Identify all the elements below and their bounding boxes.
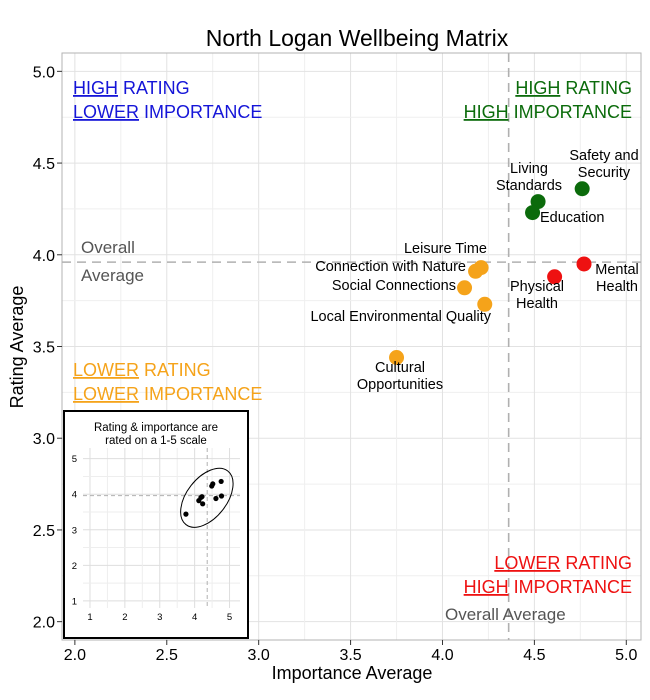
quadrant-text: IMPORTANCE: [139, 384, 262, 404]
y-tick-label: 3.5: [33, 340, 55, 357]
inset-x-tick-label: 2: [122, 612, 127, 623]
data-point-label: Health: [596, 279, 638, 295]
data-point-label: Opportunities: [357, 377, 443, 393]
inset-point: [196, 498, 202, 504]
inset-point: [209, 483, 215, 489]
quadrant-label-bl-line2: LOWER IMPORTANCE: [73, 384, 262, 404]
quadrant-keyword: HIGH: [464, 102, 509, 122]
x-axis-label: Importance Average: [272, 663, 433, 683]
inset-frame: [63, 410, 249, 639]
inset-x-tick-label: 5: [227, 612, 232, 623]
quadrant-keyword: LOWER: [73, 360, 139, 380]
quadrant-label-tr-line2: HIGH IMPORTANCE: [464, 102, 632, 122]
inset-y-tick-label: 4: [72, 490, 77, 501]
inset-y-tick-label: 3: [72, 525, 77, 536]
quadrant-text: RATING: [560, 78, 632, 98]
data-point: [574, 181, 590, 197]
quadrant-keyword: HIGH: [73, 78, 118, 98]
inset-point: [218, 478, 224, 485]
data-point-label: Local Environmental Quality: [310, 309, 491, 325]
data-point: [547, 269, 563, 285]
inset-point: [183, 511, 189, 517]
inset-x-tick-label: 1: [87, 612, 92, 623]
quadrant-keyword: LOWER: [73, 102, 139, 122]
data-point-label: Connection with Nature: [315, 259, 466, 275]
data-point: [457, 280, 473, 296]
inset-point: [200, 501, 206, 507]
x-tick-label: 5.0: [615, 647, 637, 664]
data-point-label: Cultural: [375, 360, 425, 376]
quadrant-text: IMPORTANCE: [139, 102, 262, 122]
data-point: [477, 296, 493, 312]
quadrant-label-tr-line1: HIGH RATING: [515, 78, 632, 98]
data-point-label: Standards: [496, 178, 562, 194]
data-point-label: Safety and: [569, 148, 638, 164]
data-point-label: Leisure Time: [404, 241, 487, 257]
inset-point: [218, 493, 225, 499]
y-tick-label: 2.0: [33, 615, 55, 632]
quadrant-label-tl-line1: HIGH RATING: [73, 78, 190, 98]
y-tick-label: 4.5: [33, 156, 55, 173]
inset-y-tick-label: 1: [72, 596, 77, 607]
quadrant-keyword: LOWER: [73, 384, 139, 404]
data-point-label: Social Connections: [332, 278, 456, 294]
quadrant-label-br-line1: LOWER RATING: [494, 553, 632, 573]
quadrant-label-tl-line2: LOWER IMPORTANCE: [73, 102, 262, 122]
quadrant-text: IMPORTANCE: [509, 577, 632, 597]
data-point-label: Security: [578, 165, 631, 181]
overall-rating-label-line2: Average: [81, 266, 144, 285]
x-tick-label: 4.5: [523, 647, 545, 664]
y-tick-label: 4.0: [33, 248, 55, 265]
data-point-label: Living: [510, 161, 548, 177]
inset-y-tick-label: 5: [72, 454, 77, 465]
data-point: [576, 256, 592, 272]
y-tick-label: 3.0: [33, 431, 55, 448]
reference-lines: Overall Average Overall Average: [62, 53, 641, 640]
chart-title: North Logan Wellbeing Matrix: [206, 25, 509, 51]
data-point-label: Education: [540, 210, 605, 226]
quadrant-text: RATING: [139, 360, 211, 380]
quadrant-text: IMPORTANCE: [509, 102, 632, 122]
quadrant-text: RATING: [560, 553, 632, 573]
data-point-label: Mental: [595, 262, 639, 278]
overall-importance-label: Overall Average: [445, 605, 566, 624]
y-tick-label: 5.0: [33, 64, 55, 81]
inset-x-tick-label: 3: [157, 612, 162, 623]
x-tick-label: 2.5: [156, 647, 178, 664]
inset-x-tick-label: 4: [192, 612, 197, 623]
inset-point: [213, 495, 219, 502]
y-axis-label: Rating Average: [7, 286, 27, 409]
inset-y-tick-label: 2: [72, 561, 77, 572]
quadrant-keyword: LOWER: [494, 553, 560, 573]
inset-caption-line2: rated on a 1-5 scale: [105, 435, 207, 447]
quadrant-keyword: HIGH: [464, 577, 509, 597]
inset-cluster-ellipse: [180, 467, 234, 528]
quadrant-keyword: HIGH: [515, 78, 560, 98]
x-tick-label: 3.0: [248, 647, 270, 664]
data-point: [525, 205, 541, 221]
data-point-label: Health: [516, 296, 558, 312]
inset-caption-line1: Rating & importance are: [94, 422, 218, 434]
data-point: [389, 350, 405, 366]
quadrant-text: RATING: [118, 78, 190, 98]
y-tick-label: 2.5: [33, 523, 55, 540]
quadrant-label-br-line2: HIGH IMPORTANCE: [464, 577, 632, 597]
overall-rating-label-line1: Overall: [81, 238, 135, 257]
data-point: [468, 263, 484, 279]
data-point-label: Physical: [510, 279, 564, 295]
axis-ticks: 2.0 2.5 3.0 3.5 4.0 4.5 5.0 2.0 2.5 3.0 3.5 4.0 4.5 5…: [33, 64, 638, 664]
quadrant-label-bl-line1: LOWER RATING: [73, 360, 211, 380]
x-tick-label: 4.0: [431, 647, 453, 664]
x-tick-label: 2.0: [64, 647, 86, 664]
x-tick-label: 3.5: [339, 647, 361, 664]
